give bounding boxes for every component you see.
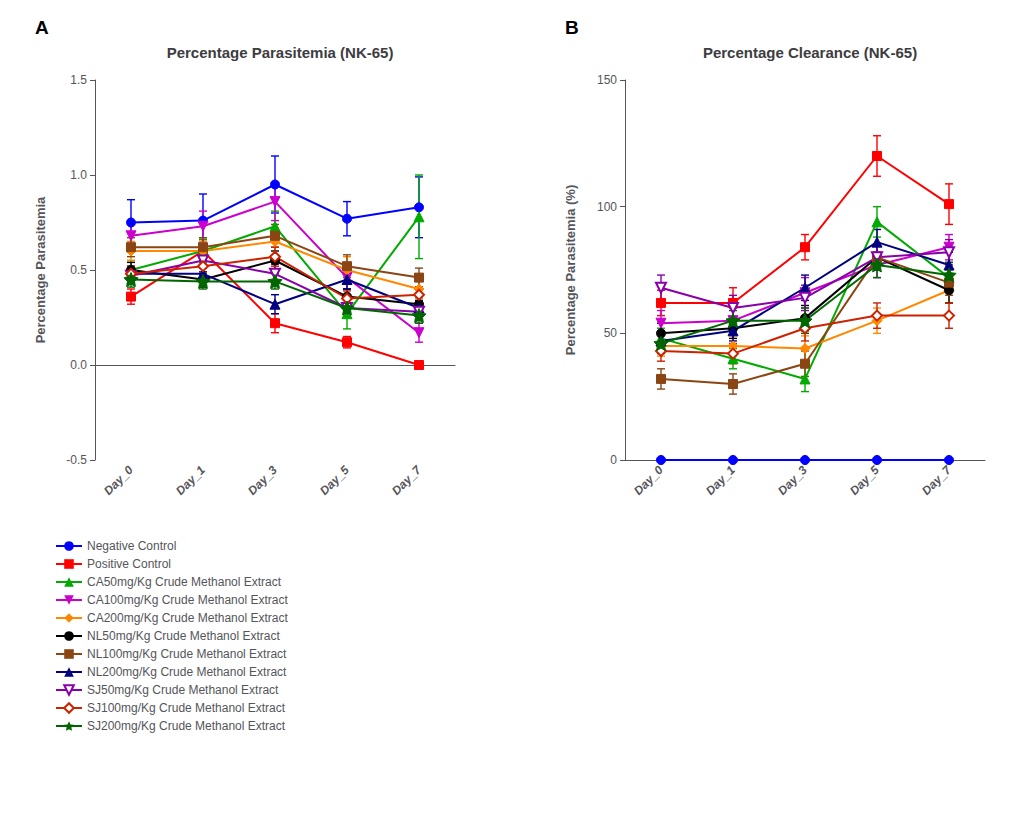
svg-text:150: 150 xyxy=(597,73,617,87)
svg-text:Percentage Parasitemia (NK-65): Percentage Parasitemia (NK-65) xyxy=(167,44,394,61)
svg-text:CA50mg/Kg Crude Methanol Extra: CA50mg/Kg Crude Methanol Extract xyxy=(87,575,282,589)
svg-text:Percentage Parasitemia (%): Percentage Parasitemia (%) xyxy=(563,185,578,356)
svg-text:CA100mg/Kg Crude Methanol Extr: CA100mg/Kg Crude Methanol Extract xyxy=(87,593,288,607)
svg-text:Negative Control: Negative Control xyxy=(87,539,176,553)
svg-text:NL50mg/Kg Crude Methanol Extra: NL50mg/Kg Crude Methanol Extract xyxy=(87,629,280,643)
svg-text:Positive Control: Positive Control xyxy=(87,557,171,571)
svg-text:1.5: 1.5 xyxy=(70,73,87,87)
svg-text:Day_0: Day_0 xyxy=(631,463,666,498)
svg-text:50: 50 xyxy=(604,326,618,340)
svg-text:NL100mg/Kg Crude Methanol Extr: NL100mg/Kg Crude Methanol Extract xyxy=(87,647,287,661)
svg-text:0.0: 0.0 xyxy=(70,358,87,372)
svg-text:NL200mg/Kg Crude Methanol Extr: NL200mg/Kg Crude Methanol Extract xyxy=(87,665,287,679)
svg-text:Day_1: Day_1 xyxy=(173,463,208,498)
svg-text:Day_3: Day_3 xyxy=(245,463,280,498)
svg-text:Percentage Parasitemia: Percentage Parasitemia xyxy=(33,196,48,343)
svg-text:SJ100mg/Kg Crude Methanol Extr: SJ100mg/Kg Crude Methanol Extract xyxy=(87,701,286,715)
svg-text:Day_5: Day_5 xyxy=(847,463,882,498)
svg-text:-0.5: -0.5 xyxy=(66,453,87,467)
svg-text:Day_5: Day_5 xyxy=(317,463,352,498)
svg-text:Day_1: Day_1 xyxy=(703,463,738,498)
svg-text:100: 100 xyxy=(597,200,617,214)
svg-text:SJ50mg/Kg Crude Methanol Extra: SJ50mg/Kg Crude Methanol Extract xyxy=(87,683,279,697)
svg-text:0: 0 xyxy=(610,453,617,467)
svg-text:Day_3: Day_3 xyxy=(775,463,810,498)
svg-text:Day_7: Day_7 xyxy=(919,462,955,498)
svg-text:CA200mg/Kg Crude Methanol Extr: CA200mg/Kg Crude Methanol Extract xyxy=(87,611,288,625)
svg-text:1.0: 1.0 xyxy=(70,168,87,182)
svg-text:Percentage Clearance (NK-65): Percentage Clearance (NK-65) xyxy=(703,44,917,61)
svg-text:SJ200mg/Kg Crude Methanol Extr: SJ200mg/Kg Crude Methanol Extract xyxy=(87,719,286,733)
svg-text:B: B xyxy=(565,17,579,38)
svg-text:Day_0: Day_0 xyxy=(101,463,136,498)
svg-text:Day_7: Day_7 xyxy=(389,462,425,498)
svg-text:0.5: 0.5 xyxy=(70,263,87,277)
svg-text:A: A xyxy=(35,17,49,38)
